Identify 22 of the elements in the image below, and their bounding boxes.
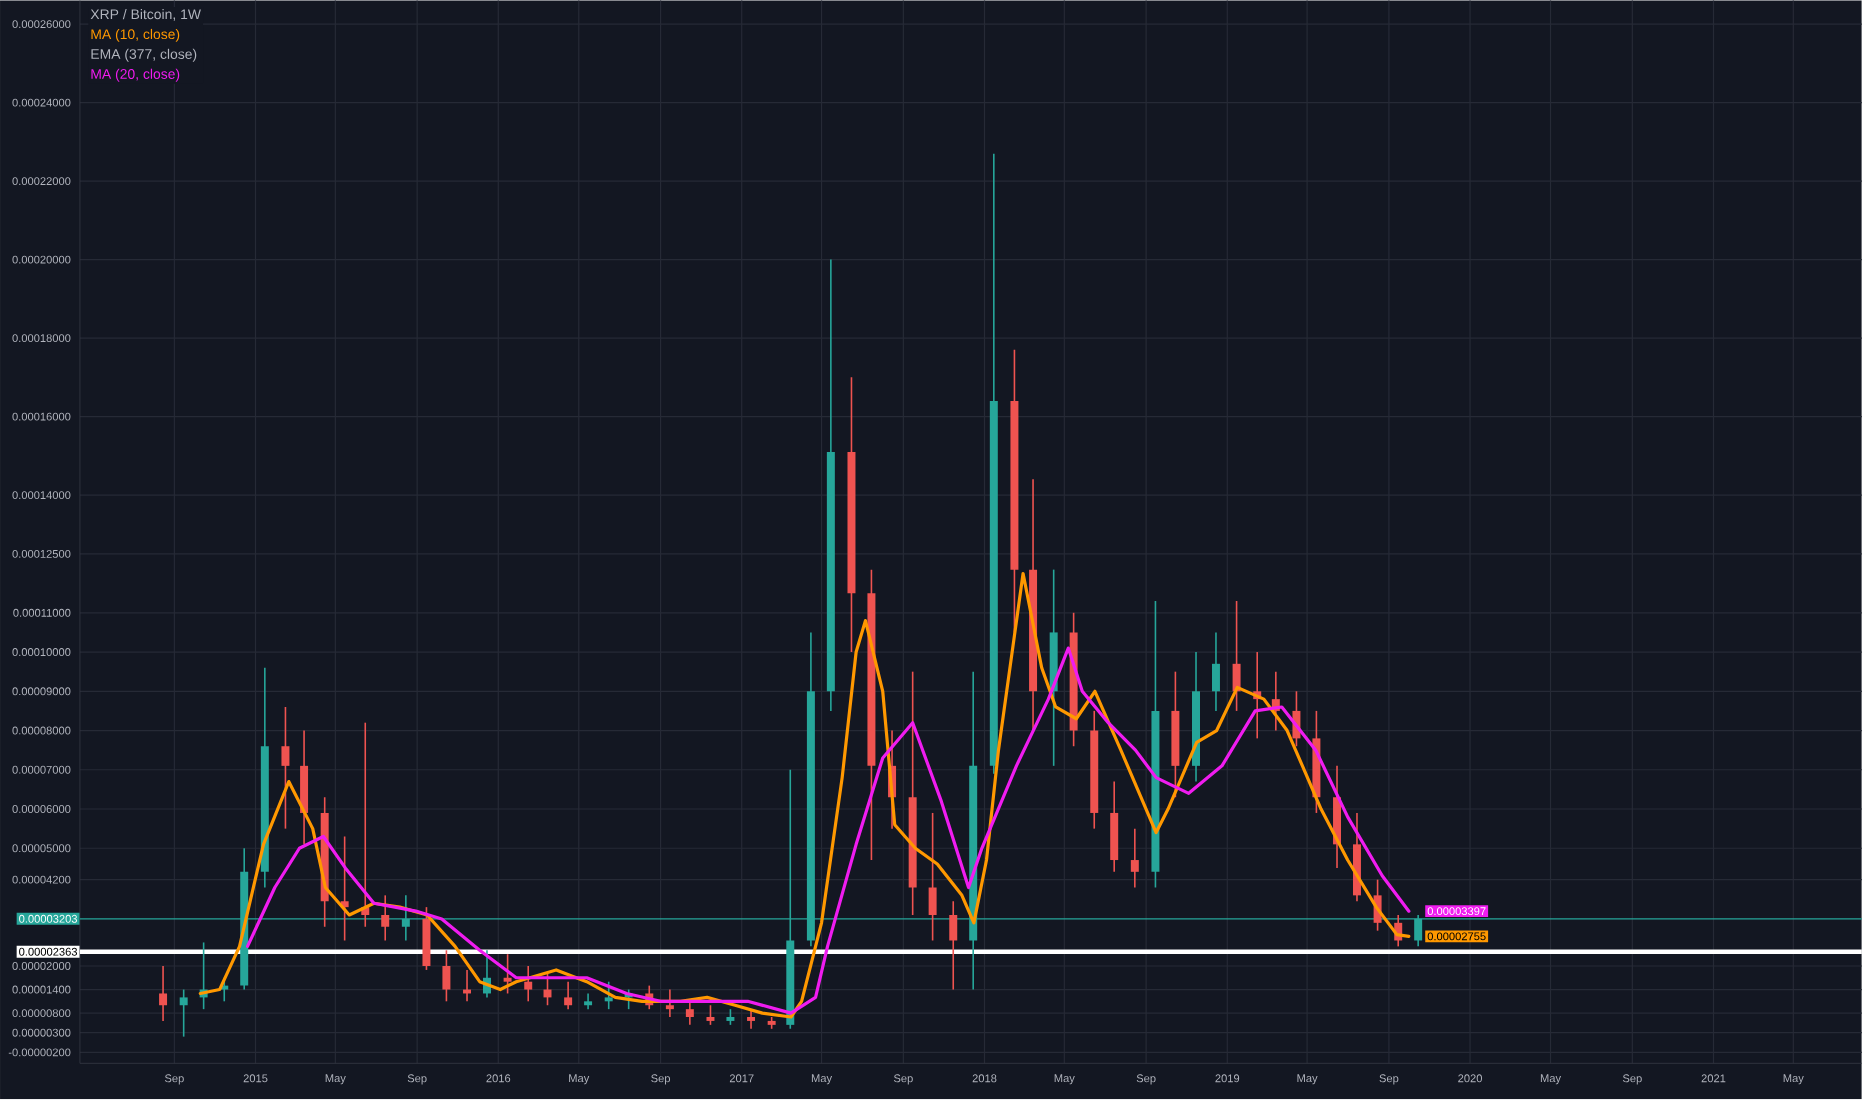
candlestick bbox=[159, 965, 168, 1023]
candlestick bbox=[928, 812, 937, 942]
candlestick bbox=[747, 1008, 756, 1030]
candlestick bbox=[685, 1000, 694, 1027]
candlestick bbox=[281, 706, 290, 830]
candlestick bbox=[1130, 828, 1139, 889]
candlestick bbox=[604, 981, 613, 1011]
candlestick bbox=[300, 730, 309, 846]
candlestick bbox=[706, 1004, 715, 1027]
candlestick bbox=[422, 906, 431, 972]
candlestick bbox=[665, 989, 674, 1019]
candlestick bbox=[564, 981, 573, 1011]
candlestick bbox=[1110, 781, 1119, 873]
line-series bbox=[198, 572, 1411, 1019]
candlestick bbox=[524, 965, 533, 1003]
candlestick bbox=[442, 949, 451, 1003]
candlestick bbox=[1211, 631, 1220, 713]
candlestick bbox=[949, 900, 958, 991]
candlestick bbox=[584, 993, 593, 1011]
candlestick bbox=[503, 953, 512, 995]
candlestick bbox=[381, 894, 390, 942]
candlestick bbox=[179, 989, 188, 1038]
